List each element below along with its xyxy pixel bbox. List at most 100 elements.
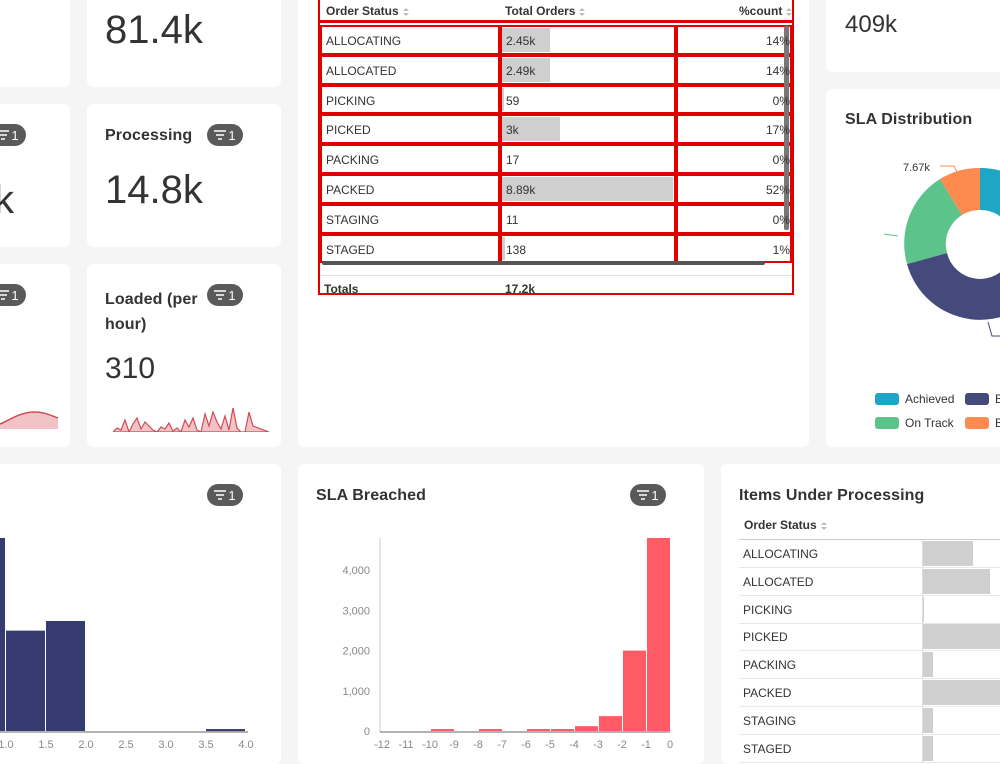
- totals-label: Totals: [324, 282, 359, 296]
- histogram-bar: [6, 630, 45, 731]
- donut-slice-breached: [907, 253, 1000, 320]
- cell-status: STAGING: [320, 203, 500, 234]
- x-tick-label: -7: [497, 739, 507, 751]
- pct-text: 1%: [772, 242, 790, 257]
- legend-item[interactable]: Achieved: [875, 392, 954, 406]
- total-text: 2.49k: [506, 63, 536, 78]
- column-divider: [922, 679, 923, 706]
- y-tick-label: 4,000: [342, 565, 370, 577]
- donut-slice-on-track: [904, 179, 962, 264]
- items-table-row[interactable]: PACKING: [739, 651, 1000, 680]
- total-text: 8.89k: [506, 183, 536, 197]
- order-table-row[interactable]: PICKING 59 0%: [320, 84, 792, 115]
- items-status-text: STAGING: [743, 713, 797, 728]
- sla-distribution-title: SLA Distribution: [845, 111, 973, 128]
- items-status-text: PACKING: [743, 658, 797, 673]
- cell-count: 52%: [676, 174, 792, 204]
- items-table-row[interactable]: PICKED: [739, 623, 1000, 652]
- items-status-text: ALLOCATING: [743, 547, 819, 561]
- items-table-row[interactable]: STAGING: [739, 706, 1000, 735]
- histogram-bar: [0, 538, 5, 731]
- y-tick-label: 3,000: [342, 605, 370, 617]
- status-text: PICKED: [326, 123, 371, 138]
- filter-badge[interactable]: 1: [0, 284, 26, 306]
- x-tick-label: -1: [641, 739, 651, 751]
- legend-item[interactable]: On Track: [875, 416, 954, 430]
- y-tick-label: 1,000: [342, 686, 370, 698]
- filter-icon: [0, 290, 10, 300]
- items-status-text: PACKED: [743, 686, 792, 700]
- cell-count: 17%: [676, 114, 792, 145]
- items-table-row[interactable]: ALLOCATED: [739, 567, 1000, 596]
- cell-status: PACKED: [320, 174, 500, 204]
- order-table-row[interactable]: PACKING 17 0%: [320, 144, 792, 174]
- column-divider: [922, 623, 923, 651]
- column-divider: [922, 567, 923, 595]
- cell-status: ALLOCATING: [320, 25, 500, 55]
- header-underline: [320, 20, 792, 23]
- order-table-row[interactable]: PACKED 8.89k 52%: [320, 174, 792, 204]
- cell-status: ALLOCATED: [320, 54, 500, 85]
- card-items-under-processing: Items Under Processing Order Status ALLO…: [721, 464, 1000, 764]
- x-tick-label: -6: [521, 739, 531, 751]
- items-column-header[interactable]: Order Status: [744, 518, 827, 532]
- filter-count: 1: [651, 487, 659, 503]
- x-tick-label: -2: [617, 739, 627, 751]
- order-table-row[interactable]: ALLOCATING 2.45k 14%: [320, 25, 792, 55]
- pct-text: 0%: [772, 153, 790, 168]
- total-text: 3k: [506, 123, 519, 138]
- legend-label: On Track: [905, 416, 954, 430]
- totals-value: 17.2k: [505, 282, 536, 296]
- filter-badge[interactable]: 1: [207, 124, 243, 146]
- card-processing-title: Processing: [105, 127, 193, 144]
- total-text: 138: [506, 242, 527, 257]
- card-total-value: 81.4k: [105, 8, 203, 52]
- filter-badge[interactable]: 1: [630, 484, 666, 506]
- items-bar: [923, 596, 924, 622]
- items-table-row[interactable]: STAGED: [739, 734, 1000, 763]
- items-bar: [923, 624, 1000, 650]
- column-divider: [922, 540, 923, 567]
- order-table-row[interactable]: ALLOCATED 2.49k 14%: [320, 54, 792, 85]
- filter-badge[interactable]: 1: [207, 284, 243, 306]
- column-header-status[interactable]: Order Status: [326, 4, 409, 18]
- totals-row: Totals 17.2k: [320, 275, 792, 296]
- total-text: 2.45k: [506, 34, 536, 48]
- status-text: STAGED: [326, 242, 375, 257]
- status-text: PACKED: [326, 183, 375, 197]
- x-tick-label: 3.5: [198, 739, 213, 751]
- items-table-row[interactable]: ALLOCATING: [739, 540, 1000, 568]
- order-table-row[interactable]: STAGED 138 1%: [320, 233, 792, 264]
- items-column-header-label: Order Status: [744, 518, 817, 532]
- legend-item[interactable]: B: [965, 416, 1000, 430]
- histogram-bar: [527, 729, 550, 731]
- column-header-count[interactable]: %count: [739, 4, 793, 18]
- filter-badge[interactable]: 1: [207, 484, 243, 506]
- column-header-status-label: Order Status: [326, 4, 399, 18]
- pct-text: 52%: [765, 183, 790, 197]
- total-text: 59: [506, 93, 520, 108]
- legend-item[interactable]: B: [965, 392, 1000, 406]
- column-header-count-label: %count: [739, 4, 783, 18]
- sort-icon: [402, 7, 409, 16]
- items-status-text: PICKING: [743, 602, 793, 617]
- order-table-row[interactable]: STAGING 11 0%: [320, 203, 792, 234]
- card-partial-top-left: [0, 0, 70, 87]
- items-table-row[interactable]: PACKED: [739, 679, 1000, 707]
- items-table-row[interactable]: PICKING: [739, 595, 1000, 624]
- horizontal-scrollbar[interactable]: [322, 261, 765, 265]
- total-bar: [502, 28, 550, 52]
- x-tick-label: 2.0: [78, 739, 93, 751]
- sort-icon: [820, 521, 827, 530]
- legend-swatch: [875, 393, 899, 405]
- status-text: ALLOCATED: [326, 63, 397, 78]
- cell-count: 0%: [676, 203, 792, 234]
- vertical-scrollbar[interactable]: [784, 26, 789, 230]
- x-tick-label: -8: [473, 739, 483, 751]
- card-sla-breached: SLA Breached 1 0 1,000 2,000 3,000 4,000 -12-…: [298, 464, 704, 764]
- column-header-total[interactable]: Total Orders: [505, 4, 586, 18]
- histogram-bar: [479, 729, 502, 731]
- filter-badge[interactable]: 1: [0, 124, 26, 146]
- order-table-row[interactable]: PICKED 3k 17%: [320, 114, 792, 145]
